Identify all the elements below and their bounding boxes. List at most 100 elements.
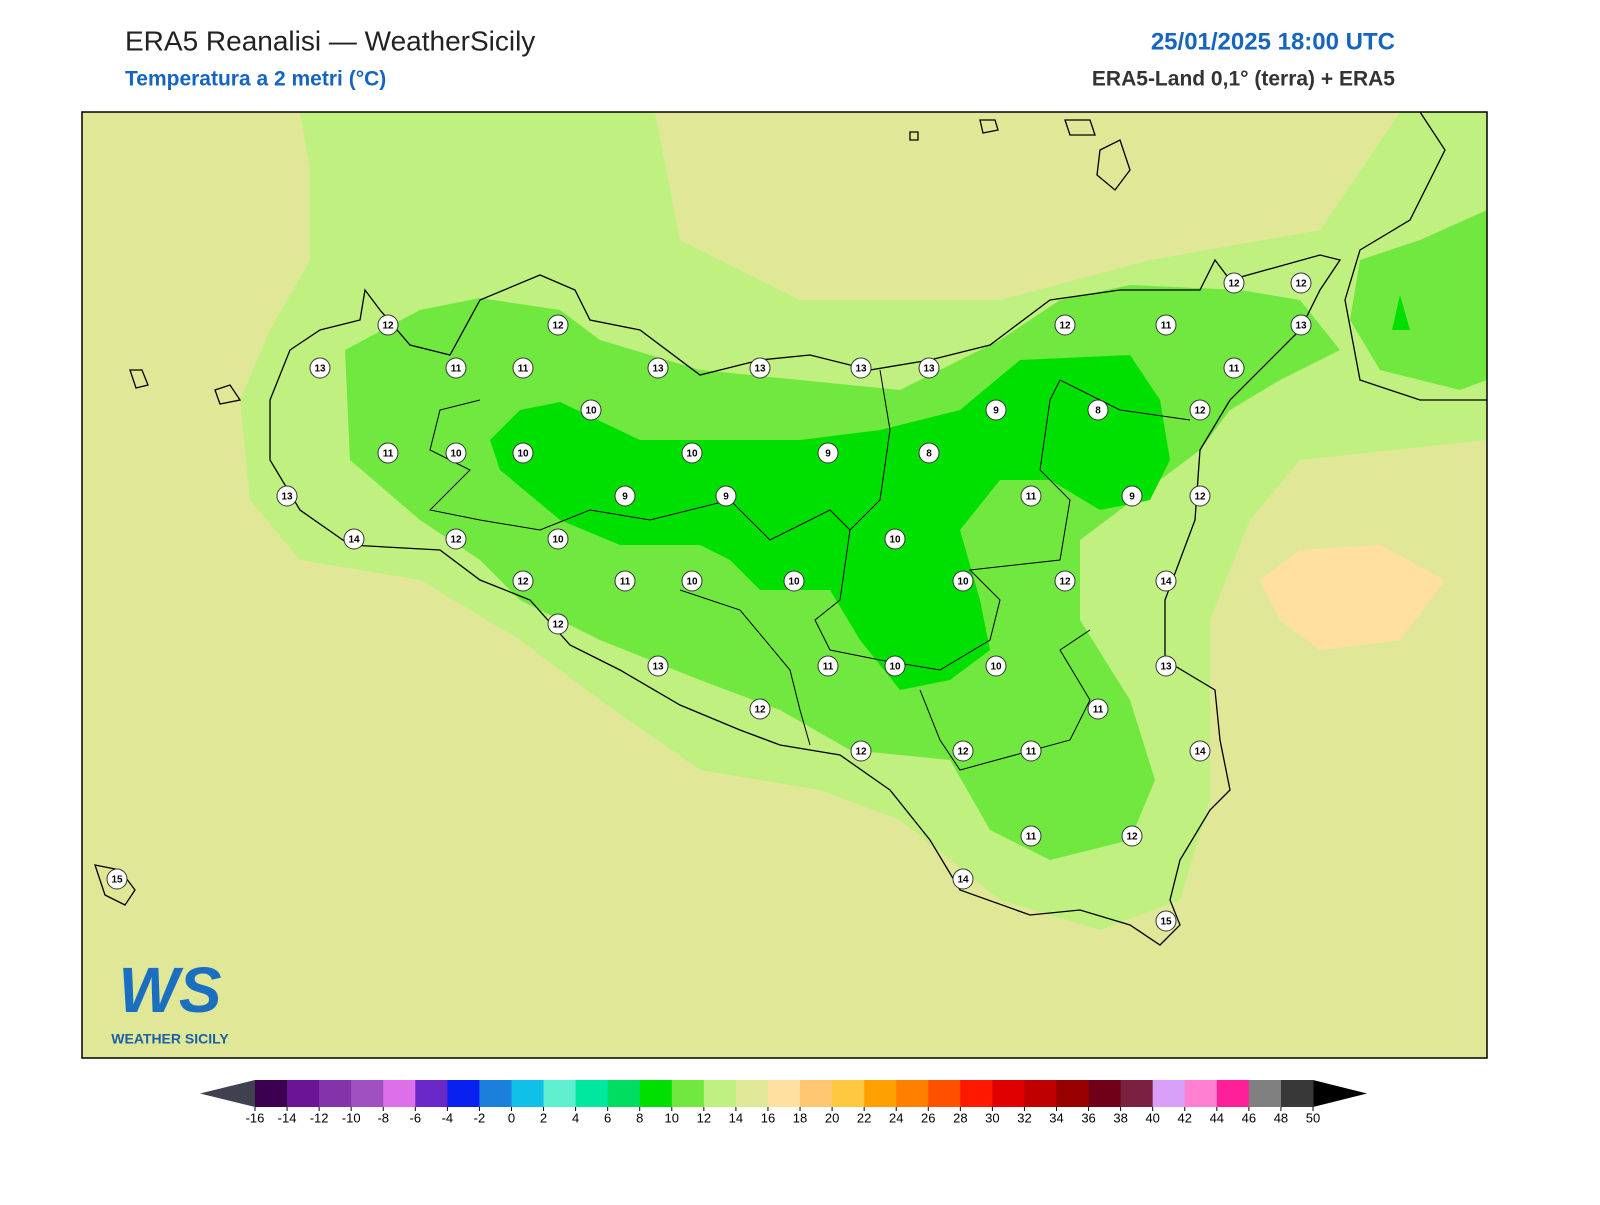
station-value: 11 — [1229, 364, 1240, 375]
station-value: 8 — [1095, 406, 1101, 417]
field-8-10 — [1392, 295, 1410, 330]
station-marker — [817, 655, 839, 677]
colorbar-tick-label: 32 — [1017, 1110, 1031, 1125]
station-value: 13 — [855, 364, 867, 375]
station-marker — [547, 613, 569, 635]
station-marker — [614, 485, 636, 507]
colorbar-bin — [255, 1080, 288, 1107]
station-marker — [1020, 485, 1042, 507]
station-marker — [106, 868, 128, 890]
stations: 12 12 13 11 11 13 13 13 13 12 11 12 12 13 11 10 9 8 12 11 10… — [106, 272, 1312, 932]
station-marker — [918, 357, 940, 379]
field-10-12 — [1350, 210, 1487, 390]
station-value: 13 — [754, 364, 766, 375]
station-value: 9 — [723, 492, 729, 503]
station-marker — [512, 442, 534, 464]
station-marker — [1223, 272, 1245, 294]
station-marker — [884, 528, 906, 550]
station-marker — [445, 442, 467, 464]
station-value: 11 — [518, 364, 529, 375]
colorbar-bin — [800, 1080, 833, 1107]
colorbar-bin — [832, 1080, 865, 1107]
station-value: 9 — [825, 449, 831, 460]
station-value: 12 — [450, 535, 462, 546]
colorbar-bin — [639, 1080, 673, 1107]
colorbar-bin — [896, 1080, 929, 1107]
colorbar-bin — [1184, 1080, 1218, 1107]
station-marker — [1121, 825, 1143, 847]
station-value: 12 — [1295, 279, 1307, 290]
station-marker — [1189, 399, 1211, 421]
colorbar-tick-label: 26 — [921, 1110, 935, 1125]
station-value: 10 — [990, 662, 1002, 673]
colorbar-tick-label: 46 — [1242, 1110, 1256, 1125]
colorbar-bin — [319, 1080, 352, 1107]
colorbar-bin — [960, 1080, 993, 1107]
station-marker — [1087, 698, 1109, 720]
colorbar-over — [1313, 1080, 1367, 1107]
station-value: 8 — [926, 449, 932, 460]
station-value: 15 — [111, 875, 123, 886]
station-marker — [1054, 314, 1076, 336]
colorbar-tick-label: 4 — [572, 1110, 579, 1125]
station-value: 14 — [957, 875, 969, 886]
colorbar-tick-label: -4 — [442, 1110, 454, 1125]
station-marker — [681, 570, 703, 592]
colorbar: -16 -14 -12 -10 -8 -6 -4 -2 0 2 4 6 8 10 12 14 16 18 20 22 2… — [200, 1080, 1367, 1125]
colorbar-bin — [1024, 1080, 1058, 1107]
colorbar-tick-label: 40 — [1145, 1110, 1159, 1125]
station-marker — [512, 357, 534, 379]
station-marker — [1290, 314, 1312, 336]
colorbar-bin — [415, 1080, 448, 1107]
station-value: 12 — [1194, 492, 1206, 503]
station-marker — [715, 485, 737, 507]
field-8-10 — [490, 355, 1170, 690]
colorbar-bin — [703, 1080, 737, 1107]
station-marker — [547, 528, 569, 550]
station-marker — [445, 528, 467, 550]
subtitle: Temperatura a 2 metri (°C) — [125, 68, 386, 91]
colorbar-bin — [511, 1080, 545, 1107]
station-value: 9 — [993, 406, 999, 417]
station-marker — [512, 570, 534, 592]
station-marker — [918, 442, 940, 464]
colorbar-bin — [1088, 1080, 1122, 1107]
station-value: 13 — [1160, 662, 1172, 673]
station-value: 10 — [585, 406, 597, 417]
colorbar-tick-label: 8 — [636, 1110, 643, 1125]
colorbar-tick-label: 22 — [857, 1110, 871, 1125]
colorbar-under — [200, 1080, 255, 1107]
station-value: 10 — [957, 577, 969, 588]
station-marker — [1189, 740, 1211, 762]
station-marker — [309, 357, 331, 379]
colorbar-tick-label: 34 — [1049, 1110, 1063, 1125]
station-value: 12 — [855, 747, 867, 758]
station-marker — [580, 399, 602, 421]
station-value: 10 — [788, 577, 800, 588]
station-marker — [749, 357, 771, 379]
colorbar-tick-label: 2 — [540, 1110, 547, 1125]
station-marker — [1020, 825, 1042, 847]
station-marker — [1189, 485, 1211, 507]
station-marker — [1155, 910, 1177, 932]
colorbar-bin — [1152, 1080, 1186, 1107]
colorbar-tick-label: -16 — [246, 1110, 265, 1125]
station-marker — [343, 528, 365, 550]
station-value: 11 — [620, 577, 631, 588]
colorbar-bin — [864, 1080, 897, 1107]
station-value: 10 — [552, 535, 564, 546]
province-border — [428, 399, 851, 541]
station-marker — [681, 442, 703, 464]
station-marker — [952, 740, 974, 762]
datetime: 25/01/2025 18:00 UTC — [1151, 28, 1395, 55]
station-value: 13 — [652, 662, 664, 673]
map: 12 12 13 11 11 13 13 13 13 12 11 12 12 13 11 10 9 8 12 11 10… — [82, 112, 1487, 1058]
colorbar-bin — [479, 1080, 512, 1107]
colorbar-tick-label: 36 — [1081, 1110, 1095, 1125]
colorbar-tick-label: 48 — [1274, 1110, 1288, 1125]
station-marker — [377, 314, 399, 336]
logo-text: WEATHER SICILY — [111, 1031, 229, 1047]
station-value: 11 — [1026, 747, 1037, 758]
coastline-calabria — [1344, 112, 1487, 401]
station-marker — [952, 570, 974, 592]
